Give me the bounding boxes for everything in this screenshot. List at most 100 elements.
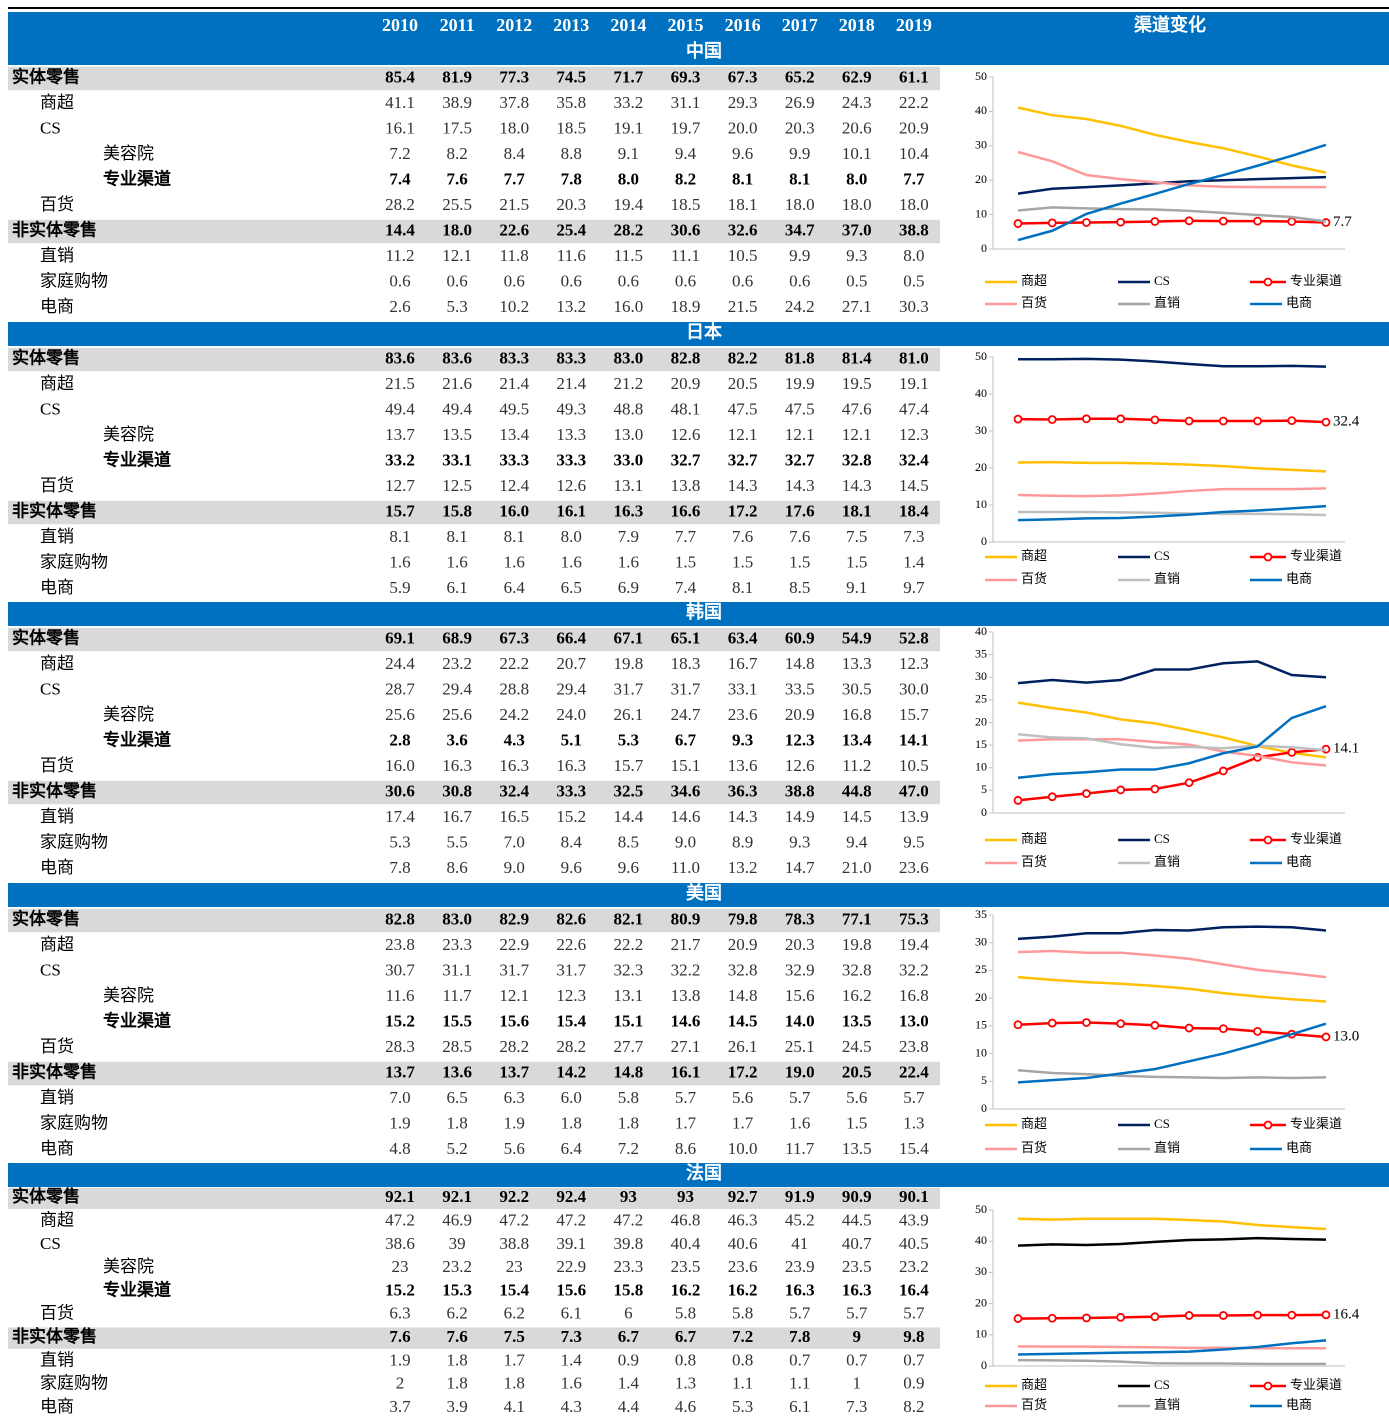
cell-value: 78.3 (785, 909, 815, 928)
legend-label: CS (1154, 1116, 1170, 1131)
cell-value: 21.6 (442, 374, 472, 393)
cell-value: 81.8 (785, 348, 815, 367)
series-marker (1047, 415, 1057, 424)
cell-value: 25.5 (442, 195, 472, 214)
row-label: 美容院 (103, 705, 154, 724)
cell-value: 1.9 (389, 1350, 410, 1369)
series-marker (1116, 785, 1126, 795)
cell-value: 36.3 (728, 781, 758, 800)
cell-value: 14.8 (728, 986, 758, 1005)
cell-value: 52.8 (899, 628, 929, 647)
cell-value: 83.3 (499, 348, 529, 367)
cell-value: 14.5 (899, 476, 929, 495)
row-label: 电商 (40, 858, 74, 877)
series-marker (1013, 1020, 1023, 1030)
cell-value: 7.2 (389, 144, 410, 163)
cell-value: 24.2 (499, 705, 529, 724)
legend-label: 直销 (1154, 854, 1180, 869)
cell-value: 5.7 (789, 1088, 811, 1107)
cell-value: 25.6 (442, 705, 472, 724)
cell-value: 11.2 (842, 756, 871, 775)
cell-value: 7.8 (561, 169, 582, 188)
cell-value: 8.9 (732, 832, 753, 851)
cell-value: 13.0 (899, 1011, 929, 1030)
cell-value: 28.2 (614, 220, 644, 239)
cell-value: 1.6 (446, 552, 467, 571)
cell-value: 3.7 (389, 1397, 411, 1416)
cell-value: 10.1 (842, 144, 872, 163)
y-tick-label: 30 (975, 934, 987, 948)
cell-value: 83.3 (556, 348, 586, 367)
cell-value: 20.7 (556, 654, 586, 673)
cell-value: 8.1 (789, 169, 810, 188)
series-line (1017, 1022, 1327, 1084)
cell-value: 12.3 (556, 986, 586, 1005)
legend-label: CS (1154, 831, 1170, 846)
cell-value: 33.1 (442, 450, 472, 469)
cell-value: 0.9 (903, 1374, 924, 1393)
series-marker (1047, 218, 1057, 228)
section-title: 美国 (686, 882, 722, 903)
cell-value: 5.7 (846, 1304, 868, 1323)
cell-value: 1.7 (732, 1113, 754, 1132)
series-line (1017, 1068, 1327, 1080)
cell-value: 1.6 (618, 552, 639, 571)
cell-value: 81.0 (899, 348, 929, 367)
series-line (1017, 949, 1327, 979)
y-tick-label: 0 (981, 805, 987, 819)
cell-value: 2.8 (389, 730, 410, 749)
cell-value: 16.3 (614, 501, 644, 520)
cell-value: 13.2 (728, 858, 758, 877)
row-label: 直销 (40, 807, 74, 826)
cell-value: 22.6 (556, 935, 586, 954)
cell-value: 18.5 (671, 195, 701, 214)
cell-value: 7.6 (789, 527, 810, 546)
cell-value: 13.9 (899, 807, 929, 826)
cell-value: 6.1 (446, 578, 467, 597)
cell-value: 33.0 (614, 450, 644, 469)
cell-value: 47.2 (556, 1211, 586, 1230)
cell-value: 1.9 (504, 1113, 525, 1132)
cell-value: 8.0 (561, 527, 582, 546)
cell-value: 7.6 (389, 1327, 410, 1346)
cell-value: 13.3 (842, 654, 872, 673)
y-tick-label: 50 (975, 69, 987, 83)
legend-label: 专业渠道 (1290, 1377, 1342, 1392)
year-header: 2015 (668, 15, 704, 35)
cell-value: 6.7 (675, 730, 697, 749)
series-marker (1082, 1313, 1091, 1323)
cell-value: 16.1 (385, 118, 415, 137)
year-header: 2017 (782, 15, 818, 35)
cell-value: 37.8 (499, 93, 529, 112)
cell-value: 0.9 (618, 1350, 639, 1369)
cell-value: 46.8 (671, 1211, 701, 1230)
cell-value: 29.4 (556, 679, 586, 698)
cell-value: 79.8 (728, 909, 758, 928)
legend-marker (1263, 835, 1273, 845)
year-header: 2019 (896, 15, 932, 35)
row-label: CS (40, 118, 61, 137)
cell-value: 27.1 (671, 1037, 701, 1056)
series-line (1017, 660, 1327, 685)
cell-value: 37.0 (842, 220, 872, 239)
row-label: 电商 (40, 578, 74, 597)
row-label: 百货 (40, 1037, 74, 1056)
cell-value: 93 (677, 1187, 694, 1206)
cell-value: 1.5 (675, 552, 696, 571)
cell-value: 5.8 (732, 1304, 753, 1323)
series-line (1017, 417, 1327, 424)
cell-value: 1.9 (389, 1113, 410, 1132)
end-label: 13.0 (1333, 1028, 1359, 1044)
cell-value: 24.3 (842, 93, 872, 112)
cell-value: 5.8 (675, 1304, 696, 1323)
series-marker (1321, 1032, 1331, 1042)
cell-value: 32.4 (499, 781, 529, 800)
cell-value: 9.4 (675, 144, 697, 163)
series-marker (1253, 1027, 1262, 1036)
cell-value: 18.0 (899, 195, 929, 214)
cell-value: 23 (392, 1257, 409, 1276)
cell-value: 12.6 (671, 425, 701, 444)
header-band (8, 12, 1389, 65)
row-label: 实体零售 (12, 908, 80, 928)
legend-label: 电商 (1286, 295, 1312, 310)
